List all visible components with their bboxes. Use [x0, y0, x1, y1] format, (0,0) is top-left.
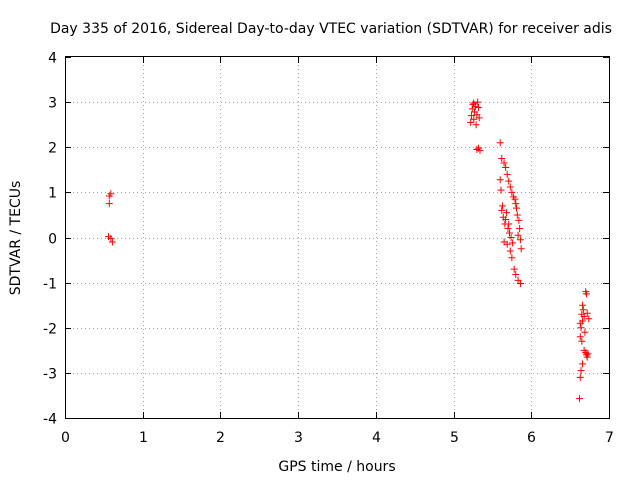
data-point	[584, 350, 592, 358]
data-point	[515, 216, 523, 224]
x-tick-label: 1	[139, 430, 148, 446]
y-tick-label: -3	[43, 367, 57, 383]
data-point	[513, 204, 521, 212]
data-point	[583, 309, 591, 317]
data-point	[579, 306, 587, 314]
data-point	[496, 139, 504, 147]
data-point	[107, 190, 115, 198]
data-point	[506, 183, 514, 191]
data-point	[577, 324, 585, 332]
data-point	[470, 115, 478, 123]
data-point	[580, 312, 588, 320]
x-axis-tick-labels: 0 1 2 3 4 5 6 7	[61, 430, 614, 446]
y-tick-label: 1	[48, 186, 57, 202]
data-point	[512, 200, 520, 208]
x-tick-label: 2	[216, 430, 225, 446]
data-point	[508, 188, 516, 196]
data-point	[516, 224, 524, 232]
data-point	[583, 353, 591, 361]
axis-ticks	[65, 57, 610, 419]
data-point	[502, 164, 510, 172]
data-point	[502, 209, 510, 217]
y-tick-label: -2	[43, 322, 57, 338]
data-point	[504, 224, 512, 232]
data-point	[475, 114, 483, 122]
data-point	[476, 146, 484, 154]
data-point	[505, 220, 513, 228]
data-point	[472, 121, 480, 129]
x-tick-label: 5	[450, 430, 459, 446]
y-tick-label: 0	[48, 232, 57, 248]
data-point	[576, 333, 584, 341]
x-tick-label: 6	[527, 430, 536, 446]
data-point	[107, 234, 115, 242]
data-point	[105, 200, 113, 208]
data-point	[474, 104, 482, 112]
y-tick-label: 3	[48, 96, 57, 112]
data-point	[108, 238, 116, 246]
x-tick-label: 3	[294, 430, 303, 446]
data-point	[576, 319, 584, 327]
data-points	[105, 98, 593, 403]
plot-frame	[65, 56, 610, 419]
data-point	[506, 229, 514, 237]
y-axis-tick-labels: -4 -3 -2 -1 0 1 2 3 4	[43, 51, 57, 428]
x-tick-label: 0	[61, 430, 70, 446]
data-point	[516, 236, 524, 244]
data-point	[498, 155, 506, 163]
data-point	[506, 247, 514, 255]
data-point	[578, 337, 586, 345]
data-point	[581, 328, 589, 336]
y-tick-label: 4	[48, 51, 57, 67]
data-point	[579, 301, 587, 309]
data-point	[510, 265, 518, 273]
data-point	[502, 215, 510, 223]
data-point	[579, 360, 587, 368]
y-axis-label: SDTVAR / TECUs	[8, 181, 24, 296]
data-point	[507, 234, 515, 241]
data-point	[575, 395, 583, 403]
data-point	[511, 195, 519, 203]
data-point	[471, 103, 479, 111]
data-point	[580, 346, 588, 354]
data-point	[496, 176, 504, 184]
data-point	[582, 290, 590, 298]
data-point	[497, 186, 505, 194]
data-point	[512, 271, 520, 279]
data-point	[505, 177, 513, 185]
data-point	[500, 159, 508, 167]
data-point	[473, 146, 481, 154]
data-point	[577, 367, 585, 375]
data-point	[585, 315, 593, 323]
y-tick-label: 2	[48, 141, 57, 157]
chart-title: Day 335 of 2016, Sidereal Day-to-day VTE…	[50, 21, 612, 37]
data-point	[498, 206, 506, 214]
y-tick-label: -4	[43, 412, 57, 428]
x-tick-label: 4	[372, 430, 381, 446]
x-tick-label: 7	[605, 430, 614, 446]
data-point	[514, 231, 522, 239]
data-point	[503, 170, 511, 178]
data-point	[508, 254, 516, 262]
data-point	[503, 240, 511, 248]
data-point	[516, 280, 524, 288]
data-point	[467, 118, 475, 126]
data-point	[576, 373, 584, 381]
data-point	[509, 239, 517, 247]
data-point	[513, 211, 521, 219]
data-point	[467, 112, 475, 120]
data-point	[474, 98, 482, 106]
data-point	[517, 245, 525, 253]
data-point	[470, 99, 478, 107]
y-tick-label: -1	[43, 277, 57, 293]
data-point	[499, 202, 507, 210]
x-axis-label: GPS time / hours	[278, 459, 395, 475]
grid	[65, 57, 609, 418]
